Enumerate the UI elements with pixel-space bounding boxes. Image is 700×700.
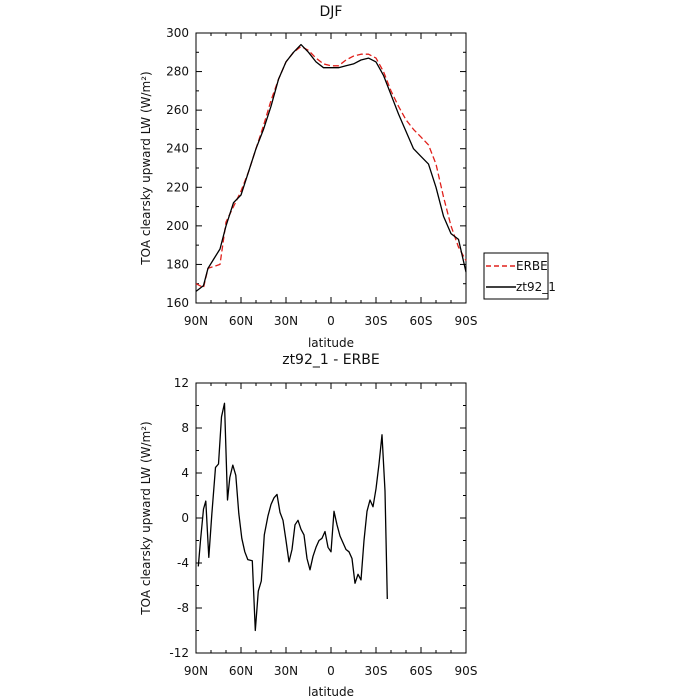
top-series-erbe [195,45,467,289]
top-chart-xlabel: latitude [308,336,354,350]
top-chart-ylabel: TOA clearsky upward LW (W/m²) [139,71,153,265]
bottom-chart-xlabel: latitude [308,685,354,699]
bottom-chart-ylabel: TOA clearsky upward LW (W/m²) [139,421,153,615]
top-xtick-label: 30N [274,314,298,328]
top-ytick-label: 240 [166,142,189,156]
top-xtick-label: 30S [365,314,388,328]
top-xtick-label: 60N [229,314,253,328]
top-chart-panel: DJF TOA clearsky upward LW (W/m²) latitu… [139,4,477,350]
bottom-xtick-label: 90S [455,664,478,678]
top-xtick-label: 90S [455,314,478,328]
legend-label-erbe: ERBE [516,259,548,273]
bottom-ytick-label: -8 [177,601,189,615]
top-ytick-label: 300 [166,26,189,40]
top-ytick-label: 280 [166,65,189,79]
top-xtick-label: 90N [184,314,208,328]
bottom-series-line-0 [197,402,388,632]
bottom-ytick-label: 8 [181,421,189,435]
bottom-chart-series [197,402,388,632]
bottom-ytick-label: 0 [181,511,189,525]
bottom-chart-panel: zt92_1 - ERBE TOA clearsky upward LW (W/… [139,352,477,699]
top-chart-series [195,43,467,292]
top-series-zt92-1 [195,43,467,292]
top-chart-axes: 160 180 200 220 240 260 280 300 90N 60N 30N 0 30S 60S… [166,26,477,328]
top-ytick-label: 220 [166,180,189,194]
bottom-plot-frame [195,382,467,654]
chart-legend: ERBE zt92_1 [483,252,556,300]
top-ytick-label: 160 [166,296,189,310]
bottom-xtick-label: 30S [365,664,388,678]
top-ytick-label: 200 [166,219,189,233]
top-xtick-label: 60S [410,314,433,328]
top-plot-frame [195,32,467,304]
bottom-ytick-label: 12 [174,376,189,390]
bottom-ytick-label: -4 [177,556,189,570]
bottom-xtick-label: 60S [410,664,433,678]
bottom-xtick-label: 90N [184,664,208,678]
bottom-xtick-label: 30N [274,664,298,678]
bottom-xtick-label: 0 [327,664,335,678]
bottom-ytick-label: -12 [169,646,189,660]
top-xtick-label: 0 [327,314,335,328]
bottom-chart-axes: -12 -8 -4 0 4 8 12 90N 60N 30N 0 30S 60S 90S [169,376,477,678]
bottom-chart-title: zt92_1 - ERBE [282,352,380,368]
top-chart-title: DJF [320,4,343,20]
bottom-ytick-label: 4 [181,466,189,480]
legend-label-zt92: zt92_1 [516,280,556,294]
top-ytick-label: 260 [166,103,189,117]
top-ytick-label: 180 [166,257,189,271]
bottom-xtick-label: 60N [229,664,253,678]
legend-box [483,252,549,300]
